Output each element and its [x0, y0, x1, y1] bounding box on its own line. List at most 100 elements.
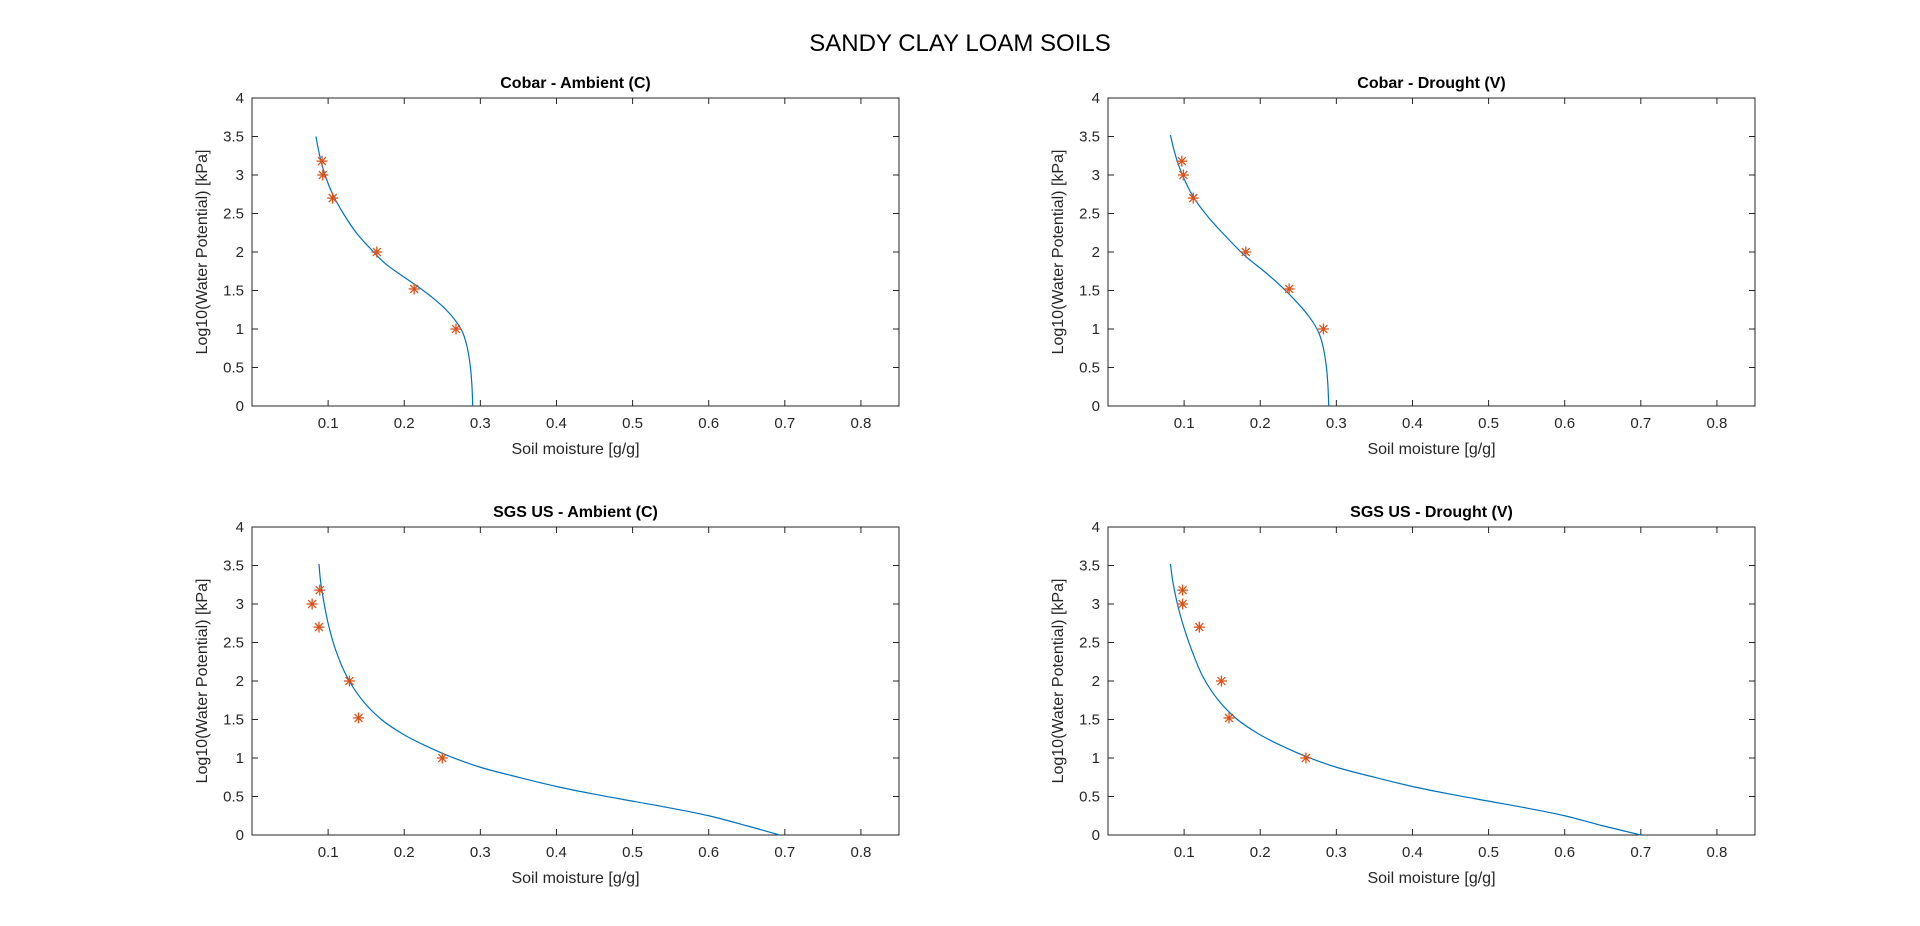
figure-title: SANDY CLAY LOAM SOILS — [809, 30, 1111, 57]
data-point-marker — [1300, 752, 1312, 764]
data-point-marker — [327, 192, 339, 204]
y-tick-label: 2 — [236, 244, 244, 261]
x-tick-label: 0.3 — [1326, 844, 1347, 861]
x-tick-label: 0.2 — [394, 844, 415, 861]
x-axis-label: Soil moisture [g/g] — [1367, 870, 1495, 887]
data-point-marker — [1177, 598, 1189, 610]
data-point-marker — [1177, 169, 1189, 181]
panel-cobar-ambient: 0.1 0.2 0.3 0.4 0.5 0.6 0.7 0.8 0 0.5 1 1.5 2 2.5 3 3.5… — [194, 75, 900, 458]
y-tick-label: 2.5 — [223, 206, 244, 223]
y-tick-label: 0 — [1092, 827, 1100, 844]
y-tick-label: 0.5 — [1079, 360, 1100, 377]
data-point-marker — [450, 323, 462, 335]
y-tick-label: 3 — [236, 167, 244, 184]
x-tick-label: 0.8 — [1707, 844, 1728, 861]
x-axis-label: Soil moisture [g/g] — [511, 870, 639, 887]
y-tick-label: 1.5 — [1079, 712, 1100, 729]
y-axis-label: Log10(Water Potential) [kPa] — [1050, 150, 1067, 355]
y-tick-label: 3 — [236, 596, 244, 613]
y-tick-label: 0 — [236, 398, 244, 415]
data-point-marker — [1215, 675, 1227, 687]
data-point-marker — [306, 598, 318, 610]
y-axis-label: Log10(Water Potential) [kPa] — [194, 150, 211, 355]
y-tick-label: 3.5 — [223, 558, 244, 575]
y-tick-label: 4 — [236, 90, 244, 107]
x-tick-label: 0.4 — [546, 844, 567, 861]
fitted-curve — [1169, 134, 1330, 407]
x-tick-label: 0.8 — [1707, 415, 1728, 432]
axes-box — [251, 97, 900, 407]
y-tick-label: 3.5 — [1079, 558, 1100, 575]
y-tick-label: 2 — [236, 673, 244, 690]
y-tick-label: 1.5 — [223, 283, 244, 300]
data-point-marker — [436, 752, 448, 764]
y-tick-label: 0.5 — [1079, 789, 1100, 806]
x-tick-label: 0.7 — [774, 415, 795, 432]
x-tick-label: 0.1 — [318, 844, 339, 861]
data-point-marker — [343, 675, 355, 687]
x-tick-label: 0.5 — [1478, 844, 1499, 861]
data-point-marker — [313, 621, 325, 633]
data-point-marker — [1193, 621, 1205, 633]
y-axis-label: Log10(Water Potential) [kPa] — [194, 579, 211, 784]
y-tick-label: 4 — [1092, 519, 1100, 536]
x-tick-label: 0.3 — [470, 844, 491, 861]
y-tick-label: 3 — [1092, 167, 1100, 184]
x-tick-label: 0.3 — [1326, 415, 1347, 432]
y-tick-label: 0 — [1092, 398, 1100, 415]
y-tick-label: 4 — [236, 519, 244, 536]
x-tick-label: 0.8 — [851, 844, 872, 861]
x-tick-label: 0.1 — [318, 415, 339, 432]
panel-title: SGS US - Drought (V) — [1350, 504, 1513, 521]
x-tick-label: 0.3 — [470, 415, 491, 432]
data-point-marker — [1283, 283, 1295, 295]
y-axis-label: Log10(Water Potential) [kPa] — [1050, 579, 1067, 784]
x-axis-label: Soil moisture [g/g] — [511, 441, 639, 458]
data-point-marker — [408, 283, 420, 295]
y-tick-label: 0 — [236, 827, 244, 844]
panel-sgs-drought: 0.1 0.2 0.3 0.4 0.5 0.6 0.7 0.8 0 0.5 1 1.5 2 2.5 3 3.5… — [1050, 504, 1756, 887]
data-point-marker — [353, 712, 365, 724]
data-point-marker — [314, 584, 326, 596]
y-tick-label: 1 — [236, 321, 244, 338]
x-tick-label: 0.2 — [1250, 415, 1271, 432]
x-tick-label: 0.7 — [774, 844, 795, 861]
x-axis-label: Soil moisture [g/g] — [1367, 441, 1495, 458]
x-tick-label: 0.1 — [1174, 415, 1195, 432]
data-point-marker — [1177, 584, 1189, 596]
panel-title: SGS US - Ambient (C) — [493, 504, 658, 521]
y-tick-label: 1 — [1092, 750, 1100, 767]
y-tick-label: 2 — [1092, 244, 1100, 261]
y-tick-label: 1 — [1092, 321, 1100, 338]
data-point-marker — [316, 155, 328, 167]
y-tick-label: 2 — [1092, 673, 1100, 690]
y-tick-label: 1.5 — [223, 712, 244, 729]
x-tick-label: 0.4 — [546, 415, 567, 432]
x-tick-label: 0.1 — [1174, 844, 1195, 861]
y-tick-label: 2.5 — [1079, 635, 1100, 652]
x-tick-label: 0.8 — [851, 415, 872, 432]
panel-title: Cobar - Drought (V) — [1357, 75, 1505, 92]
y-tick-label: 2.5 — [1079, 206, 1100, 223]
x-tick-label: 0.6 — [698, 415, 719, 432]
x-tick-label: 0.6 — [698, 844, 719, 861]
panel-title: Cobar - Ambient (C) — [500, 75, 651, 92]
data-point-marker — [1240, 246, 1252, 258]
y-tick-label: 3 — [1092, 596, 1100, 613]
x-tick-label: 0.4 — [1402, 415, 1423, 432]
panel-cobar-drought: 0.1 0.2 0.3 0.4 0.5 0.6 0.7 0.8 0 0.5 1 1.5 2 2.5 3 3.5… — [1050, 75, 1756, 458]
data-point-marker — [1176, 155, 1188, 167]
x-tick-label: 0.7 — [1630, 844, 1651, 861]
y-tick-label: 1 — [236, 750, 244, 767]
fitted-curve — [318, 563, 780, 836]
y-tick-label: 0.5 — [223, 360, 244, 377]
x-tick-label: 0.2 — [1250, 844, 1271, 861]
x-tick-label: 0.6 — [1554, 844, 1575, 861]
fitted-curve — [1169, 563, 1641, 836]
x-tick-label: 0.7 — [1630, 415, 1651, 432]
y-tick-label: 4 — [1092, 90, 1100, 107]
panel-sgs-ambient: 0.1 0.2 0.3 0.4 0.5 0.6 0.7 0.8 0 0.5 1 1.5 2 2.5 3 3.5… — [194, 504, 900, 887]
data-point-marker — [1223, 712, 1235, 724]
x-tick-label: 0.5 — [622, 415, 643, 432]
